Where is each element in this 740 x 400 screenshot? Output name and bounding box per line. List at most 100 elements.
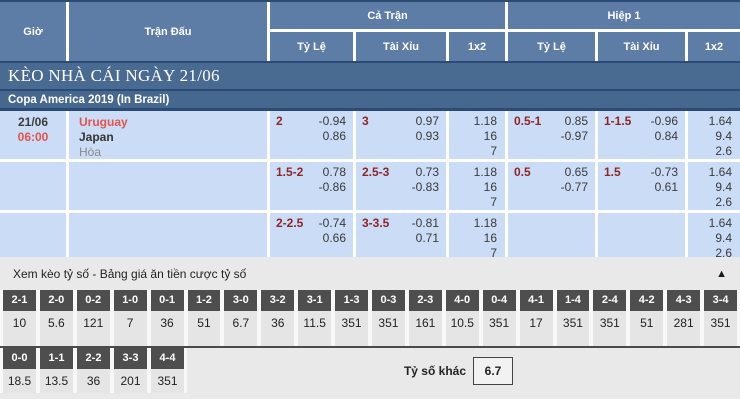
ft-1x2-draw[interactable]: 16	[483, 129, 497, 143]
ft-under-odd[interactable]: 0.71	[415, 231, 439, 245]
score-cell[interactable]: 3-4 351	[704, 290, 737, 346]
ft-1x2-home[interactable]: 1.18	[473, 114, 497, 128]
ft-over-odd[interactable]: 0.97	[415, 114, 439, 128]
score-badge: 4-3	[667, 290, 701, 311]
h1-1x2-away[interactable]: 2.6	[715, 195, 732, 209]
h1-1x2-draw[interactable]: 9.4	[715, 231, 732, 245]
score-cell[interactable]: 3-3 201	[114, 348, 147, 393]
ft-handicap-odd-2[interactable]: -0.86	[318, 180, 346, 194]
ft-1x2-cell[interactable]: 1.18 16 7	[449, 162, 505, 210]
score-cell[interactable]: 2-1 10	[3, 290, 36, 346]
h1-1x2-cell[interactable]: 1.64 9.4 2.6	[688, 213, 740, 260]
h1-1x2-home[interactable]: 1.64	[708, 114, 732, 128]
score-row-2: 0-0 18.5 1-1 13.5 2-2 36 3-3 201 4-4 351 Tỷ s…	[0, 348, 740, 395]
h1-overunder-cell[interactable]: 1-1.5 -0.96 0.84	[598, 111, 685, 159]
h1-over-odd[interactable]: -0.96	[650, 114, 678, 128]
odds-table-header: Giờ Trận Đấu Cả Trận Hiệp 1 Tỷ Lệ Tài Xỉ…	[0, 2, 740, 61]
ft-under-odd[interactable]: 0.93	[415, 129, 439, 143]
score-cell[interactable]: 0-0 18.5	[3, 348, 36, 393]
score-cell[interactable]: 4-0 10.5	[445, 290, 479, 346]
score-cell[interactable]: 4-3 281	[667, 290, 701, 346]
score-odds: 7	[113, 311, 147, 346]
ft-1x2-away[interactable]: 7	[490, 246, 497, 260]
score-badge: 2-2	[77, 348, 110, 369]
ft-handicap-odd-1[interactable]: 0.78	[322, 165, 346, 179]
h1-1x2-home[interactable]: 1.64	[708, 216, 732, 230]
score-cell[interactable]: 3-0 6.7	[224, 290, 258, 346]
score-cell[interactable]: 3-1 11.5	[298, 290, 332, 346]
collapse-arrow-icon[interactable]: ▲	[716, 267, 727, 280]
match-time-cell: 21/06 06:00	[0, 111, 66, 159]
h1-1x2-draw[interactable]: 9.4	[715, 180, 732, 194]
ft-over-odd[interactable]: 0.73	[415, 165, 439, 179]
score-cell[interactable]: 4-2 51	[630, 290, 664, 346]
score-cell[interactable]: 1-3 351	[335, 290, 368, 346]
score-odds: 36	[261, 311, 295, 346]
ft-handicap-odd-2[interactable]: 0.66	[322, 231, 346, 245]
score-odds: 6.7	[224, 311, 258, 346]
ft-1x2-cell[interactable]: 1.18 16 7	[449, 213, 505, 260]
h1-1x2-away[interactable]: 2.6	[715, 144, 732, 158]
h1-1x2-home[interactable]: 1.64	[708, 165, 732, 179]
h1-1x2-away[interactable]: 2.6	[715, 246, 732, 260]
ft-handicap-cell[interactable]: 1.5-2 0.78 -0.86	[270, 162, 353, 210]
score-cell[interactable]: 2-0 5.6	[39, 290, 73, 346]
home-team[interactable]: Uruguay	[79, 115, 128, 129]
ft-overunder-cell[interactable]: 2.5-3 0.73 -0.83	[356, 162, 446, 210]
score-cell[interactable]: 0-2 121	[76, 290, 110, 346]
ft-1x2-home[interactable]: 1.18	[473, 165, 497, 179]
away-team[interactable]: Japan	[79, 130, 114, 144]
score-cell[interactable]: 1-4 351	[556, 290, 590, 346]
score-cell[interactable]: 0-4 351	[482, 290, 516, 346]
score-cell[interactable]: 2-4 351	[593, 290, 627, 346]
score-cell[interactable]: 2-2 36	[77, 348, 110, 393]
empty-cell	[0, 213, 66, 257]
ft-over-odd[interactable]: -0.81	[411, 216, 439, 230]
score-cell[interactable]: 4-1 17	[519, 290, 553, 346]
match-teams-cell[interactable]: Uruguay Japan Hòa	[69, 111, 267, 159]
score-cell[interactable]: 2-3 161	[408, 290, 442, 346]
ft-1x2-draw[interactable]: 16	[483, 231, 497, 245]
other-score-odds[interactable]: 6.7	[473, 357, 513, 385]
score-cell[interactable]: 1-1 13.5	[40, 348, 73, 393]
col-header-ft-overunder: Tài Xỉu	[356, 32, 446, 61]
score-badge: 4-0	[445, 290, 479, 311]
score-badge: 2-1	[3, 290, 36, 311]
h1-1x2-cell[interactable]: 1.64 9.4 2.6	[688, 162, 740, 210]
ft-handicap-odd-1[interactable]: -0.74	[318, 216, 346, 230]
score-badge: 2-0	[39, 290, 73, 311]
ft-handicap-odd-2[interactable]: 0.86	[322, 129, 346, 143]
score-cell[interactable]: 3-2 36	[261, 290, 295, 346]
ft-overunder-cell[interactable]: 3 0.97 0.93	[356, 111, 446, 159]
h1-handicap-odd-2[interactable]: -0.97	[560, 129, 588, 143]
score-cell[interactable]: 1-0 7	[113, 290, 147, 346]
ft-1x2-away[interactable]: 7	[490, 195, 497, 209]
h1-overunder-cell[interactable]: 1.5 -0.73 0.61	[598, 162, 685, 210]
h1-under-odd[interactable]: 0.61	[654, 180, 678, 194]
h1-handicap-cell[interactable]: 0.5 0.65 -0.77	[508, 162, 595, 210]
ft-handicap-odd-1[interactable]: -0.94	[318, 114, 346, 128]
h1-handicap-odd-1[interactable]: 0.65	[564, 165, 588, 179]
ft-1x2-away[interactable]: 7	[490, 144, 497, 158]
h1-handicap-odd-2[interactable]: -0.77	[560, 180, 588, 194]
score-cell[interactable]: 0-1 36	[150, 290, 184, 346]
ft-overunder-cell[interactable]: 3-3.5 -0.81 0.71	[356, 213, 446, 257]
ft-handicap-cell[interactable]: 2-2.5 -0.74 0.66	[270, 213, 353, 257]
score-cell[interactable]: 0-3 351	[372, 290, 405, 346]
score-odds: 161	[408, 311, 442, 346]
ft-under-odd[interactable]: -0.83	[411, 180, 439, 194]
score-section-titlebar[interactable]: Xem kèo tỷ số - Bảng giá ăn tiền cược tỷ…	[0, 257, 740, 290]
ft-1x2-home[interactable]: 1.18	[473, 216, 497, 230]
h1-under-odd[interactable]: 0.84	[654, 129, 678, 143]
h1-over-odd[interactable]: -0.73	[650, 165, 678, 179]
ft-1x2-cell[interactable]: 1.18 16 7	[449, 111, 505, 159]
h1-handicap-cell[interactable]: 0.5-1 0.85 -0.97	[508, 111, 595, 159]
score-cell[interactable]: 4-4 351	[151, 348, 184, 393]
h1-1x2-cell[interactable]: 1.64 9.4 2.6	[688, 111, 740, 159]
league-bar[interactable]: Copa America 2019 (In Brazil)	[0, 91, 740, 108]
h1-1x2-draw[interactable]: 9.4	[715, 129, 732, 143]
ft-handicap-cell[interactable]: 2 -0.94 0.86	[270, 111, 353, 159]
score-cell[interactable]: 1-2 51	[187, 290, 221, 346]
h1-handicap-odd-1[interactable]: 0.85	[564, 114, 588, 128]
ft-1x2-draw[interactable]: 16	[483, 180, 497, 194]
